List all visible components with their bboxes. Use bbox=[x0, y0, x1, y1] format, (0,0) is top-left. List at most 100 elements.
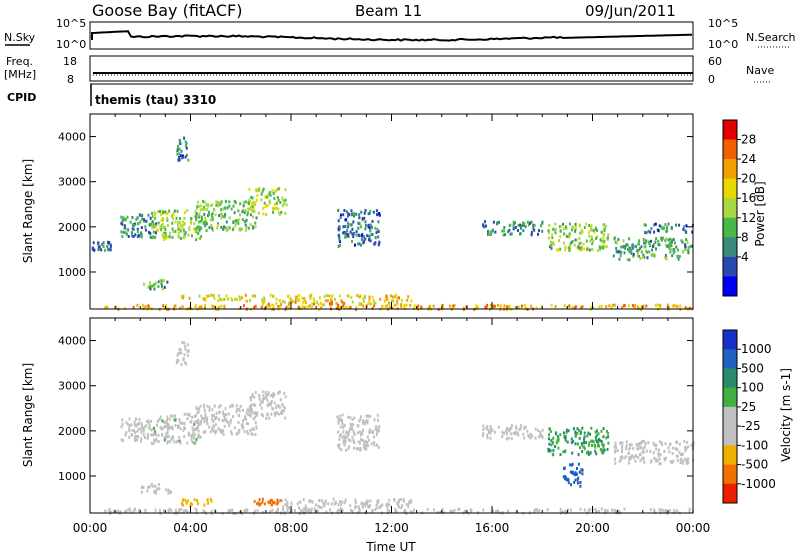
scatter-cell bbox=[245, 218, 248, 222]
scatter-cell bbox=[560, 510, 563, 514]
scatter-cell bbox=[238, 510, 241, 514]
scatter-cell bbox=[595, 452, 598, 456]
scatter-cell bbox=[121, 235, 124, 238]
scatter-cell bbox=[623, 303, 626, 307]
scatter-cell bbox=[580, 245, 583, 249]
scatter-cell bbox=[235, 221, 238, 225]
scatter-cell bbox=[254, 415, 256, 419]
scatter-cell bbox=[174, 414, 176, 418]
scatter-cell bbox=[499, 304, 502, 308]
scatter-cell bbox=[531, 434, 534, 438]
scatter-cell bbox=[304, 509, 307, 513]
scatter-cell bbox=[144, 436, 146, 440]
scatter-cell bbox=[538, 435, 541, 438]
scatter-cell bbox=[181, 220, 184, 224]
scatter-cell bbox=[163, 231, 166, 235]
scatter-cell bbox=[366, 234, 369, 238]
scatter-cell bbox=[578, 242, 581, 246]
scatter-cell bbox=[487, 430, 490, 434]
colorbar-swatch bbox=[723, 426, 737, 446]
scatter-cell bbox=[266, 195, 269, 199]
scatter-cell bbox=[503, 304, 506, 308]
colorbar-tick-label: 4 bbox=[741, 250, 749, 264]
scatter-cell bbox=[186, 499, 189, 503]
colorbar-tick-label: 25 bbox=[741, 400, 756, 414]
scatter-cell bbox=[630, 455, 633, 459]
scatter-cell bbox=[170, 436, 173, 440]
noise-panel: N.Sky 10^5 10^0 10^5 10^0 N.Search bbox=[4, 17, 796, 51]
scatter-cell bbox=[118, 510, 121, 514]
scatter-cell bbox=[336, 306, 339, 310]
scatter-cell bbox=[351, 232, 354, 236]
scatter-cell bbox=[400, 303, 403, 307]
scatter-cell bbox=[362, 444, 365, 448]
scatter-cell bbox=[453, 304, 456, 308]
scatter-cell bbox=[298, 506, 300, 510]
scatter-cell bbox=[233, 211, 236, 215]
scatter-cell bbox=[384, 304, 387, 308]
scatter-cell bbox=[203, 430, 206, 434]
scatter-cell bbox=[505, 437, 508, 441]
scatter-cell bbox=[301, 510, 304, 514]
scatter-cell bbox=[220, 200, 223, 204]
scatter-cell bbox=[267, 193, 270, 197]
scatter-cell bbox=[349, 423, 352, 427]
scatter-cell bbox=[338, 294, 341, 298]
scatter-cell bbox=[662, 509, 665, 513]
scatter-cell bbox=[580, 442, 583, 445]
scatter-cell bbox=[640, 245, 643, 249]
scatter-cell bbox=[208, 226, 211, 230]
scatter-cell bbox=[678, 442, 681, 446]
scatter-cell bbox=[179, 427, 182, 431]
scatter-cell bbox=[234, 297, 237, 301]
scatter-cell bbox=[266, 204, 269, 208]
scatter-cell bbox=[183, 341, 186, 345]
scatter-cell bbox=[635, 443, 638, 447]
scatter-cell bbox=[190, 502, 193, 506]
scatter-cell bbox=[624, 246, 626, 250]
scatter-cell bbox=[200, 306, 202, 310]
scatter-cell bbox=[685, 230, 688, 234]
scatter-cell bbox=[355, 233, 358, 237]
scatter-cell bbox=[396, 300, 399, 304]
scatter-cell bbox=[615, 250, 618, 254]
scatter-cell bbox=[554, 445, 557, 448]
scatter-cell bbox=[252, 417, 255, 421]
scatter-cell bbox=[667, 222, 670, 226]
scatter-cell bbox=[562, 510, 564, 514]
scatter-cell bbox=[688, 510, 691, 514]
scatter-cell bbox=[574, 222, 577, 226]
scatter-cell bbox=[229, 405, 232, 409]
scatter-cell bbox=[505, 426, 508, 430]
scatter-cell bbox=[374, 241, 377, 245]
scatter-cell bbox=[104, 248, 106, 252]
scatter-cell bbox=[142, 429, 145, 433]
scatter-cell bbox=[344, 498, 347, 502]
scatter-cell bbox=[664, 256, 667, 259]
scatter-cell bbox=[184, 231, 187, 235]
scatter-cell bbox=[490, 303, 493, 307]
scatter-cell bbox=[375, 503, 378, 507]
scatter-cell bbox=[244, 415, 247, 419]
scatter-cell bbox=[183, 426, 186, 430]
scatter-cell bbox=[653, 223, 656, 227]
colorbar-swatch bbox=[723, 406, 737, 427]
scatter-cell bbox=[195, 414, 198, 418]
scatter-cell bbox=[131, 227, 134, 231]
scatter-cell bbox=[344, 305, 347, 309]
nave-tick-top: 60 bbox=[708, 55, 722, 68]
scatter-cell bbox=[386, 298, 389, 302]
scatter-cell bbox=[217, 299, 220, 303]
scatter-cell bbox=[349, 230, 352, 234]
scatter-cell bbox=[133, 420, 136, 424]
scatter-cell bbox=[497, 509, 499, 513]
scatter-cell bbox=[358, 509, 361, 513]
scatter-cell bbox=[535, 508, 538, 512]
scatter-cell bbox=[183, 216, 186, 220]
scatter-cell bbox=[634, 459, 637, 463]
scatter-cell bbox=[238, 430, 241, 434]
scatter-cell bbox=[339, 499, 341, 503]
scatter-cell bbox=[159, 225, 162, 229]
scatter-cell bbox=[565, 428, 568, 432]
scatter-cell bbox=[639, 459, 642, 463]
